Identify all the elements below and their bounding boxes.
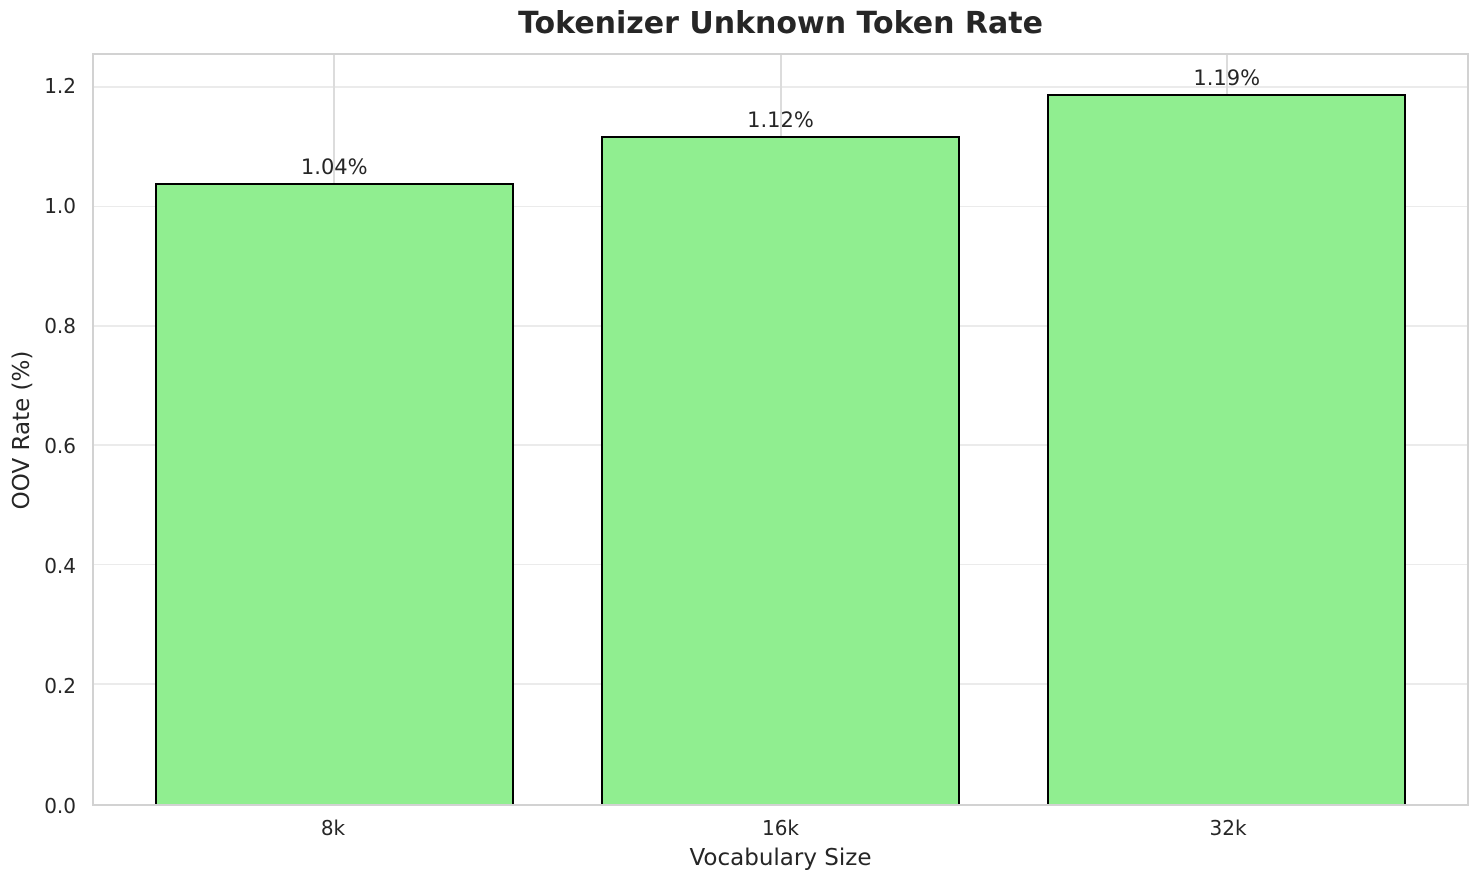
x-tick-label: 32k [1209, 816, 1247, 840]
y-axis-ticks: 0.0 0.2 0.4 0.6 0.8 1.0 1.2 [0, 53, 80, 818]
y-tick-label: 1.0 [44, 194, 76, 218]
bar [600, 135, 960, 804]
bar-labels-layer: 1.04% 1.12% 1.19% [94, 55, 1467, 804]
chart-title: Tokenizer Unknown Token Rate [518, 6, 1043, 41]
y-tick-label: 0.4 [44, 554, 76, 578]
y-tick-label: 0.0 [44, 794, 76, 818]
x-axis-ticks: 8k 16k 32k [92, 806, 1469, 842]
bar [1047, 93, 1407, 804]
bar [154, 183, 514, 804]
x-tick-label: 8k [320, 816, 346, 840]
x-axis-label: Vocabulary Size [689, 845, 872, 871]
x-tick-label: 16k [761, 816, 800, 840]
y-tick-label: 1.2 [44, 74, 76, 98]
y-tick-label: 0.6 [44, 434, 76, 458]
y-tick-label: 0.8 [44, 314, 76, 338]
bar-value-label: 1.04% [300, 155, 368, 180]
bar-value-label: 1.12% [747, 107, 814, 132]
bar-value-label: 1.19% [1193, 65, 1261, 90]
y-tick-label: 0.2 [44, 674, 76, 698]
plot-area: 1.04% 1.12% 1.19% [92, 53, 1469, 806]
bars-layer [94, 55, 1467, 804]
